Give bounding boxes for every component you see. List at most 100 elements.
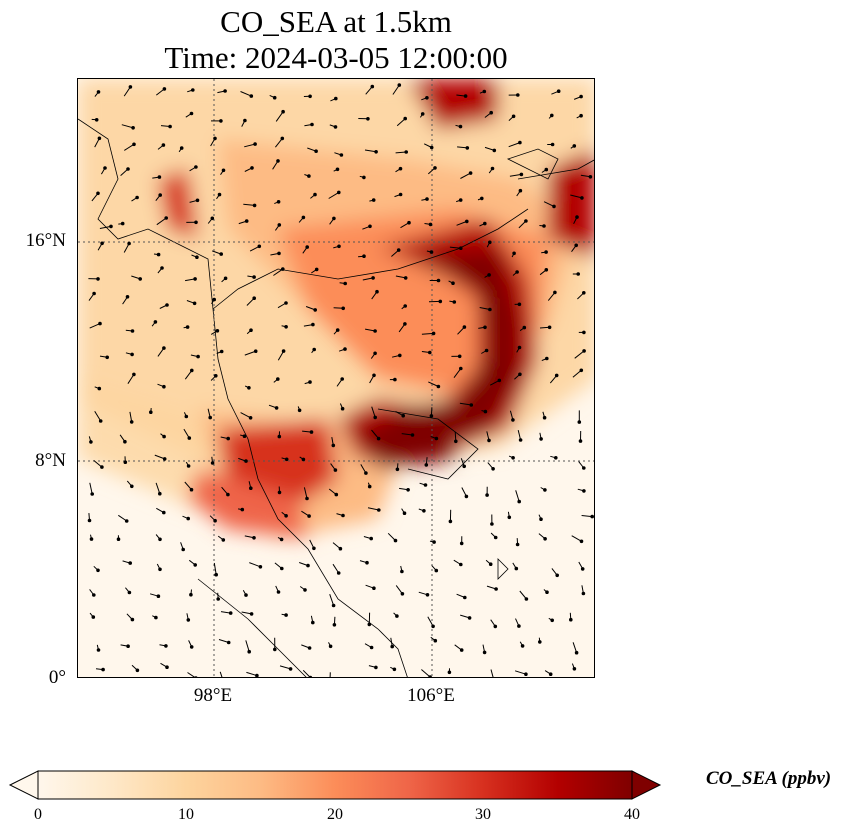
wind-arrow-head (313, 192, 317, 197)
wind-arrow-head (179, 146, 184, 150)
wind-arrow-head (555, 573, 560, 578)
wind-arrow-head (543, 537, 547, 541)
wind-arrow-head (240, 507, 245, 512)
wind-arrow-head (168, 124, 172, 129)
wind-arrow-head (130, 617, 135, 622)
wind-arrow-head (193, 563, 197, 567)
wind-arrow-head (485, 493, 489, 497)
wind-arrow-head (542, 224, 546, 228)
wind-arrow-head (284, 613, 288, 617)
wind-arrow-head (158, 193, 162, 197)
wind-arrow-head (138, 277, 143, 281)
wind-arrow-head (539, 437, 543, 441)
wind-arrow-head (132, 372, 136, 377)
wind-arrow-head (454, 439, 458, 444)
wind-arrow-head (487, 438, 491, 443)
wind-arrow-head (273, 647, 277, 652)
wind-arrow-head (491, 467, 495, 471)
wind-arrow-head (488, 240, 492, 245)
wind-arrow-head (288, 667, 293, 671)
wind-arrow-head (305, 245, 309, 249)
wind-arrow-head (281, 349, 286, 353)
wind-arrow (246, 671, 258, 677)
wind-arrow (456, 220, 467, 226)
wind-arrow-head (87, 518, 92, 523)
wind-arrow-head (459, 366, 463, 371)
wind-arrow-head (374, 665, 378, 670)
wind-arrow-head (156, 252, 161, 257)
lon-tick-98e: 98°E (193, 685, 233, 706)
wind-arrow-head (276, 377, 280, 381)
wind-arrow-head (542, 415, 547, 420)
wind-arrow (244, 350, 256, 356)
wind-arrow (421, 332, 434, 335)
wind-arrow-head (425, 96, 429, 100)
wind-arrow-head (208, 415, 212, 420)
wind-arrow-head (132, 142, 136, 147)
wind-arrow-head (424, 463, 429, 467)
wind-arrow-head (488, 307, 492, 312)
map-subtitle-time: Time: 2024-03-05 12:00:00 (164, 40, 508, 75)
wind-arrow-head (434, 436, 439, 441)
wind-arrow-head (518, 140, 522, 145)
wind-arrow-head (465, 146, 470, 150)
wind-arrow-head (580, 196, 584, 200)
wind-arrow-head (364, 471, 368, 475)
wind-arrow-head (492, 148, 497, 153)
wind-arrow-head (518, 188, 523, 193)
wind-arrow-head (582, 349, 586, 353)
wind-arrow (249, 562, 261, 568)
wind-arrow-head (516, 93, 520, 97)
colorbar-tick-20: 20 (327, 806, 343, 823)
wind-arrow-head (243, 118, 247, 123)
wind-arrow (303, 487, 308, 499)
wind-arrow-head (554, 373, 559, 378)
wind-arrow-head (362, 254, 366, 258)
wind-arrow-head (459, 562, 463, 567)
wind-arrow-head (590, 514, 594, 519)
wind-arrow-head (189, 487, 194, 492)
wind-arrow-head (100, 465, 104, 469)
wind-arrow-head (248, 416, 253, 420)
wind-arrow-head (97, 386, 102, 391)
wind-arrow-head (105, 355, 110, 360)
wind-arrow-head (191, 88, 195, 92)
wind-arrow-head (219, 252, 223, 256)
wind-arrow-head (213, 136, 217, 141)
wind-arrow-head (522, 325, 527, 330)
wind-arrow-head (582, 330, 586, 335)
wind-arrow-head (547, 325, 552, 330)
wind-arrow (329, 594, 335, 606)
wind-arrow-head (366, 117, 370, 121)
wind-arrow-head (153, 320, 158, 324)
wind-arrow-head (194, 220, 198, 225)
wind-arrow-head (447, 670, 452, 675)
wind-arrow-head (544, 250, 548, 254)
wind-arrow-head (554, 456, 558, 460)
wind-arrow-head (550, 142, 555, 147)
wind-arrow-head (92, 291, 96, 296)
wind-arrow-head (247, 386, 251, 390)
wind-arrow-head (367, 622, 372, 627)
wind-arrow-head (338, 546, 343, 551)
wind-arrow-head (162, 384, 166, 389)
wind-arrow-head (544, 268, 549, 272)
wind-arrow-head (401, 413, 406, 418)
wind-arrow-head (130, 352, 134, 357)
wind-arrow (99, 225, 112, 229)
wind-arrow-head (480, 196, 484, 201)
wind-arrow-head (576, 272, 581, 276)
wind-arrow-head (436, 278, 441, 283)
wind-arrow-head (420, 112, 425, 116)
wind-arrow-head (372, 586, 376, 591)
wind-arrow-head (452, 300, 457, 304)
wind-arrow-head (582, 291, 586, 295)
wind-arrow-head (334, 96, 338, 101)
wind-arrow-head (433, 638, 438, 643)
wind-arrow-head (252, 536, 256, 540)
wind-arrow-head (459, 648, 464, 652)
wind-arrow-head (127, 590, 132, 595)
wind-arrow-head (244, 593, 248, 597)
wind-arrow-head (396, 248, 401, 252)
wind-arrow-head (90, 492, 94, 496)
